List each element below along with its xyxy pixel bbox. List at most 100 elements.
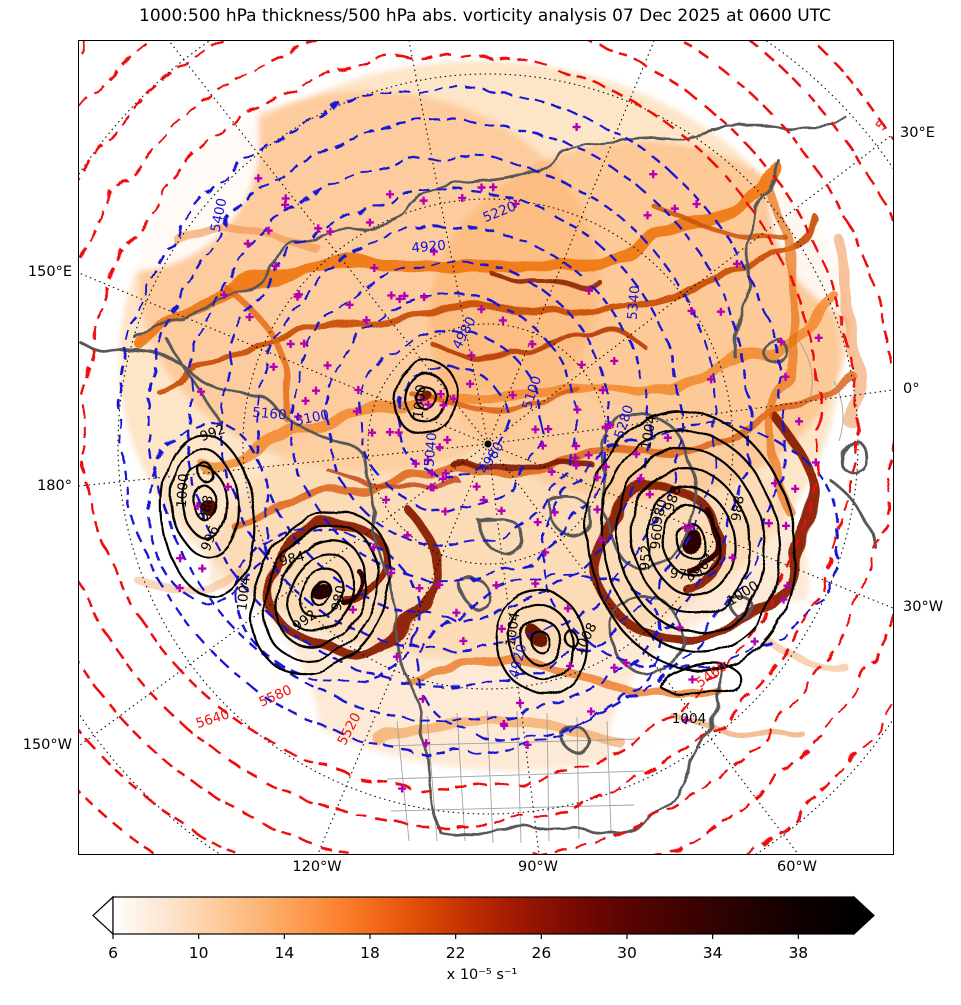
vorticity-max-marker bbox=[419, 196, 428, 205]
colorbar-tick-label: 18 bbox=[360, 944, 380, 962]
contour-label: 984 bbox=[278, 548, 307, 570]
vorticity-max-marker bbox=[681, 523, 690, 532]
vorticity-max-marker bbox=[418, 694, 427, 703]
vorticity-max-marker bbox=[601, 462, 610, 471]
contour-label: 1004 bbox=[234, 576, 254, 612]
contour-label: 5100 bbox=[294, 407, 331, 430]
vorticity-max-marker bbox=[449, 394, 458, 403]
vorticity-max-marker bbox=[441, 469, 450, 478]
vorticity-max-marker bbox=[400, 291, 409, 300]
vorticity-max-marker bbox=[392, 652, 401, 661]
colorbar-canvas: 6 10 14 18 22 26 30 34 38 bbox=[92, 895, 875, 962]
lon-label-180: 180° bbox=[37, 478, 72, 494]
contour-label: 5040 bbox=[422, 432, 441, 468]
vorticity-max-marker bbox=[369, 543, 378, 552]
vorticity-max-marker bbox=[223, 482, 232, 491]
vorticity-max-marker bbox=[326, 227, 335, 236]
vorticity-max-marker bbox=[477, 183, 486, 192]
vorticity-max-marker bbox=[385, 428, 394, 437]
pole-point bbox=[484, 440, 492, 448]
vorticity-max-marker bbox=[368, 428, 377, 437]
vorticity-max-marker bbox=[345, 300, 354, 309]
vorticity-max-marker-layer bbox=[175, 123, 823, 793]
vorticity-max-marker bbox=[541, 548, 550, 557]
colorbar-tick-label: 30 bbox=[617, 944, 637, 962]
vorticity-max-marker bbox=[395, 294, 404, 303]
vorticity-max-marker bbox=[538, 441, 547, 450]
vorticity-max-marker bbox=[198, 564, 207, 573]
vorticity-max-marker bbox=[531, 425, 540, 434]
vorticity-max-marker bbox=[645, 490, 654, 499]
vorticity-max-marker bbox=[783, 581, 792, 590]
vorticity-max-marker bbox=[423, 455, 432, 464]
vorticity-max-marker bbox=[516, 698, 525, 707]
vorticity-max-marker bbox=[572, 461, 581, 470]
vorticity-max-marker bbox=[533, 518, 542, 527]
contour-label: 5400 bbox=[208, 197, 231, 234]
vorticity-max-marker bbox=[811, 458, 820, 467]
vorticity-max-marker bbox=[435, 580, 444, 589]
vorticity-max-marker bbox=[193, 502, 202, 511]
figure-title: 1000:500 hPa thickness/500 hPa abs. vort… bbox=[139, 6, 831, 26]
vorticity-max-marker bbox=[643, 211, 652, 220]
vorticity-max-marker bbox=[220, 290, 229, 299]
vorticity-max-marker bbox=[477, 305, 486, 314]
vorticity-max-marker bbox=[728, 553, 737, 562]
vorticity-max-marker bbox=[311, 386, 320, 395]
vorticity-max-marker bbox=[271, 261, 280, 270]
vorticity-max-marker bbox=[439, 401, 448, 410]
lon-label-120W: 120°W bbox=[292, 859, 342, 875]
vorticity-max-marker bbox=[593, 473, 602, 482]
vorticity-max-marker bbox=[441, 507, 450, 516]
contour-label: 988 bbox=[662, 484, 685, 513]
vorticity-max-marker bbox=[764, 519, 773, 528]
vorticity-max-marker bbox=[573, 405, 582, 414]
lon-label-90W: 90°W bbox=[517, 859, 559, 875]
thickness-contours-warm-layer bbox=[79, 41, 893, 854]
colorbar-max-arrow bbox=[853, 895, 875, 936]
vorticity-max-marker bbox=[387, 568, 396, 577]
vorticity-max-marker bbox=[286, 339, 295, 348]
vorticity-max-marker bbox=[411, 459, 420, 468]
contour-label: 1004 bbox=[638, 414, 660, 451]
vorticity-max-marker bbox=[459, 636, 468, 645]
vorticity-max-marker bbox=[544, 425, 553, 434]
vorticity-max-marker bbox=[632, 450, 641, 459]
colorbar-tick-label: 22 bbox=[446, 944, 466, 962]
vorticity-max-marker bbox=[571, 453, 580, 462]
vorticity-max-marker bbox=[435, 443, 444, 452]
vorticity-max-marker bbox=[294, 290, 303, 299]
vorticity-max-marker bbox=[314, 224, 323, 233]
vorticity-max-marker bbox=[610, 663, 619, 672]
colorbar-tick-label: 26 bbox=[531, 944, 551, 962]
vorticity-max-marker bbox=[417, 396, 426, 405]
contour-label: 952 bbox=[637, 544, 655, 571]
vorticity-max-marker bbox=[429, 247, 438, 256]
vorticity-max-marker bbox=[528, 340, 537, 349]
contour-label: 1004 bbox=[503, 611, 524, 647]
vorticity-max-marker bbox=[438, 474, 447, 483]
vorticity-max-marker bbox=[443, 435, 452, 444]
vorticity-max-marker bbox=[176, 554, 185, 563]
vorticity-max-marker bbox=[791, 484, 800, 493]
vorticity-max-marker bbox=[424, 400, 433, 409]
vorticity-max-marker bbox=[572, 442, 581, 451]
vorticity-max-marker bbox=[649, 170, 658, 179]
vorticity-max-marker bbox=[254, 174, 263, 183]
vorticity-max-marker bbox=[245, 313, 254, 322]
vorticity-max-marker bbox=[584, 451, 593, 460]
vorticity-max-marker bbox=[489, 183, 498, 192]
vorticity-max-marker bbox=[348, 605, 357, 614]
lon-label-150E: 150°E bbox=[27, 264, 72, 280]
vorticity-max-marker bbox=[294, 412, 303, 421]
colorbar-unit-label: x 10⁻⁵ s⁻¹ bbox=[446, 967, 518, 983]
vorticity-max-marker bbox=[707, 375, 716, 384]
vorticity-max-marker bbox=[563, 604, 572, 613]
vorticity-max-marker bbox=[362, 316, 371, 325]
vorticity-max-marker bbox=[458, 193, 467, 202]
vorticity-max-marker bbox=[584, 286, 593, 295]
vorticity-max-marker bbox=[511, 199, 520, 208]
vorticity-max-marker bbox=[587, 707, 596, 716]
vorticity-max-marker bbox=[687, 306, 696, 315]
